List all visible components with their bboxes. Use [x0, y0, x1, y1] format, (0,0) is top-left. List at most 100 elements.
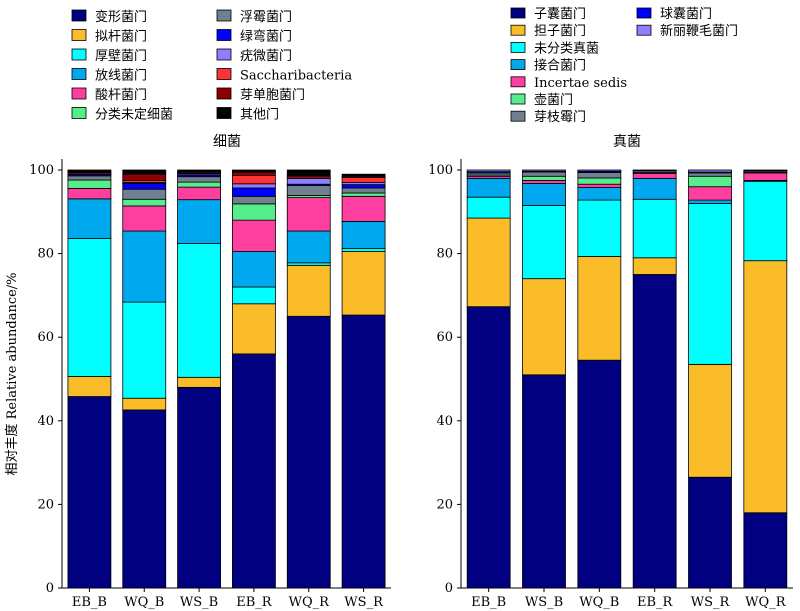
bar-segment [232, 169, 276, 173]
legend-swatch [216, 48, 232, 61]
legend-label: 接合菌门 [534, 58, 586, 74]
bar-segment [67, 175, 112, 181]
legend-swatch [216, 29, 232, 41]
y-tick-label: 60 [37, 330, 54, 345]
bar-segment [286, 169, 331, 176]
bar-segment [232, 286, 276, 305]
legend-swatch [216, 107, 232, 119]
bar-segment [577, 199, 622, 257]
bar-segment [341, 192, 386, 197]
x-tick-label: WQ_R [745, 595, 787, 610]
legend-label: 厚壁菌门 [95, 49, 147, 64]
legend-swatch [71, 68, 87, 80]
bar-segment [232, 303, 276, 355]
legend-label: 芽单胞菌门 [240, 88, 305, 103]
x-tick-label: WS_R [344, 595, 384, 610]
bar-segment [232, 187, 276, 197]
bar-segment [341, 314, 386, 589]
bar-segment [743, 172, 788, 181]
y-tick-label: 100 [428, 163, 453, 178]
bar-segment [688, 186, 732, 201]
bar-segment [577, 256, 622, 361]
bar-segment [67, 179, 112, 189]
bar-segment [466, 306, 511, 589]
bar-segment [67, 198, 112, 239]
legend-swatch [636, 24, 652, 36]
bar-segment [232, 219, 276, 252]
x-tick-label: WS_B [180, 595, 218, 610]
bar-segment [341, 248, 386, 252]
x-tick-label: WS_B [525, 595, 563, 610]
bar-segment [688, 476, 732, 589]
bar-segment [466, 217, 511, 308]
bar-segment [743, 180, 788, 262]
bar-segment [688, 175, 732, 188]
y-tick-label: 60 [436, 330, 453, 345]
bar-segment [232, 353, 276, 589]
legend-swatch [216, 9, 232, 22]
bar-segment [466, 169, 511, 173]
bar-segment [177, 386, 221, 589]
bar-segment [522, 169, 566, 172]
bar-segment [286, 197, 331, 232]
bar-segment [122, 301, 167, 399]
panel-title: 细菌 [213, 134, 241, 150]
bar-segment [122, 198, 167, 207]
legend-swatch [216, 68, 232, 80]
legend-label: 浮霉菌门 [240, 10, 292, 25]
legend-swatch [216, 87, 232, 100]
bar-segment [67, 396, 112, 589]
bar-segment [341, 173, 386, 177]
bar-segment [522, 180, 566, 184]
bar-segment [122, 230, 167, 303]
legend-label: 子囊菌门 [534, 6, 586, 22]
legend-label: 疣微菌门 [240, 49, 292, 64]
bar-segment [67, 169, 112, 173]
bar-segment [177, 169, 221, 173]
legend-swatch [636, 7, 652, 19]
x-tick-label: WQ_B [124, 595, 164, 610]
y-tick-label: 100 [29, 163, 54, 178]
bar-segment [341, 251, 386, 316]
bar-segment [232, 183, 276, 189]
bar-segment [232, 203, 276, 221]
y-tick-label: 0 [445, 581, 453, 596]
legend-label: 其他门 [240, 108, 279, 123]
bar-segment [232, 175, 276, 185]
bar-segment [67, 376, 112, 397]
legend-label: 球囊菌门 [660, 6, 712, 22]
bar-segment [286, 185, 331, 196]
bar-segment [177, 376, 221, 388]
legend-label: 酸杆菌门 [95, 88, 147, 103]
bar-segment [286, 264, 331, 317]
bar-segment [67, 238, 112, 377]
y-tick-label: 40 [436, 414, 453, 429]
y-tick-label: 0 [46, 581, 54, 596]
bar-segment [341, 221, 386, 249]
bar-segment [577, 187, 622, 201]
x-tick-label: EB_B [471, 595, 506, 610]
legend-label: 芽枝霉门 [534, 110, 586, 125]
bar-segment [632, 198, 677, 259]
bar-segment [743, 260, 788, 514]
x-tick-label: WQ_B [579, 595, 619, 610]
legend-swatch [510, 42, 526, 53]
bar-segment [743, 512, 788, 589]
bar-segment [688, 203, 732, 365]
bar-segment [577, 169, 622, 172]
y-tick-label: 40 [37, 414, 54, 429]
legend-swatch [510, 76, 526, 88]
y-axis-label: 相对丰度 Relative abundance/% [4, 272, 20, 475]
bar-segment [688, 363, 732, 478]
bar-segment [177, 181, 221, 188]
legend-swatch [71, 29, 87, 41]
bar-segment [466, 196, 511, 219]
legend-label: 担子菌门 [534, 24, 586, 39]
bar-segment [177, 199, 221, 244]
legend-label: 未分类真菌 [534, 41, 599, 56]
legend-label: Saccharibacteria [240, 69, 352, 84]
x-tick-label: EB_R [637, 595, 674, 610]
legend-swatch [71, 87, 87, 100]
